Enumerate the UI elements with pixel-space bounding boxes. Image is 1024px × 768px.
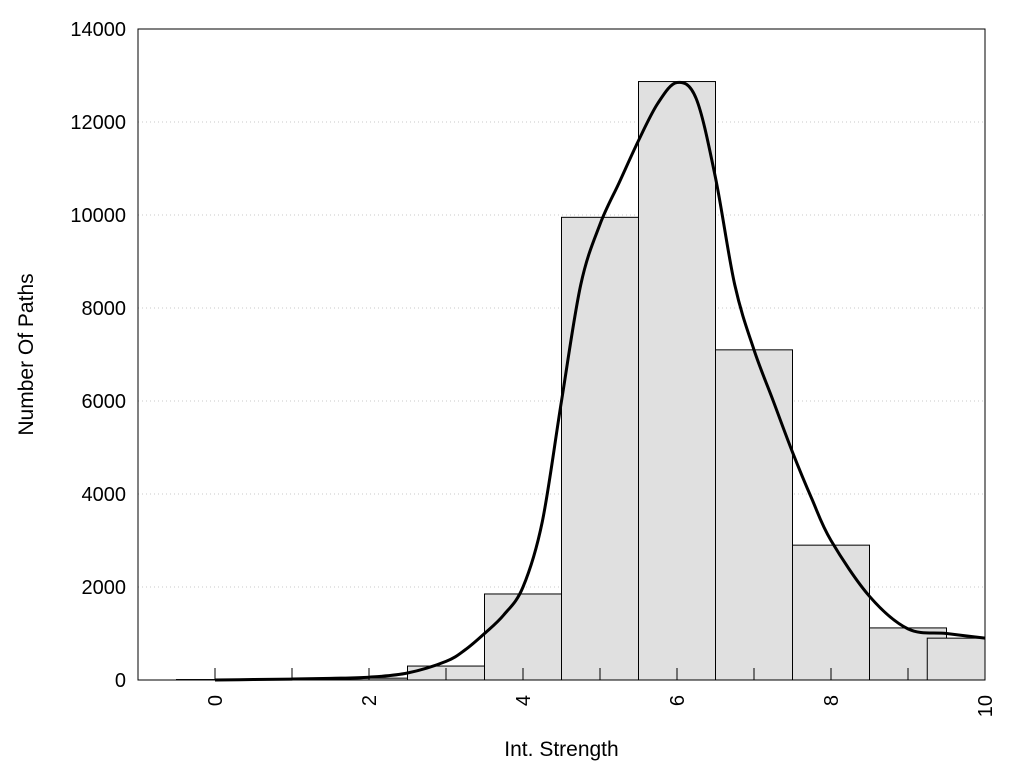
x-tick-label-5: 10 <box>975 695 997 717</box>
y-tick-label-2: 4000 <box>82 484 127 506</box>
y-tick-label-5: 10000 <box>70 205 126 227</box>
plot-frame <box>137 28 986 681</box>
bar-8 <box>792 544 870 681</box>
y-axis-title: Number Of Paths <box>15 273 38 435</box>
x-axis-title: Int. Strength <box>504 738 618 761</box>
x-tick-label-2: 4 <box>513 695 535 706</box>
y-tick-label-1: 2000 <box>82 577 127 599</box>
bar-5 <box>561 216 639 681</box>
y-tick-label-3: 6000 <box>82 391 127 413</box>
x-tick-label-4: 8 <box>821 695 843 706</box>
y-tick-label-7: 14000 <box>70 19 126 41</box>
bar-4 <box>484 593 562 681</box>
x-tick-label-3: 6 <box>667 695 689 706</box>
y-tick-label-4: 8000 <box>82 298 127 320</box>
curve-layer <box>214 80 986 682</box>
y-tick-label-6: 12000 <box>70 112 126 134</box>
bar-6 <box>638 81 716 681</box>
x-tick-label-0: 0 <box>205 695 227 706</box>
bars-group <box>176 81 986 681</box>
density-curve <box>214 80 986 682</box>
x-tick-label-1: 2 <box>359 695 381 706</box>
bar-7 <box>715 349 793 681</box>
bar-10 <box>926 637 986 681</box>
ticks-group: 0 2000 4000 6000 8000 10000 12000 14000 0 2 4 6 8 10 <box>70 19 997 717</box>
y-tick-label-0: 0 <box>115 670 126 692</box>
